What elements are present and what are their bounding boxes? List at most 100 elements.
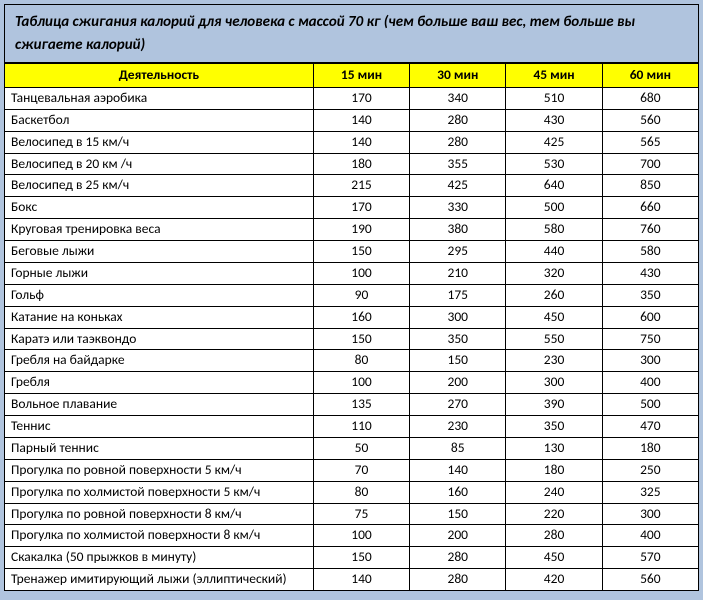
value-cell: 400: [602, 372, 698, 394]
activity-cell: Велосипед в 15 км/ч: [5, 131, 314, 153]
activity-cell: Прогулка по холмистой поверхности 5 км/ч: [5, 481, 314, 503]
value-cell: 220: [506, 503, 602, 525]
activity-cell: Гольф: [5, 284, 314, 306]
activity-cell: Прогулка по холмистой поверхности 8 км/ч: [5, 525, 314, 547]
activity-cell: Парный теннис: [5, 437, 314, 459]
value-cell: 300: [410, 306, 506, 328]
activity-cell: Танцевальная аэробика: [5, 87, 314, 109]
col-15min: 15 мин: [313, 64, 409, 88]
activity-cell: Прогулка по ровной поверхности 8 км/ч: [5, 503, 314, 525]
value-cell: 340: [410, 87, 506, 109]
value-cell: 170: [313, 87, 409, 109]
value-cell: 640: [506, 175, 602, 197]
value-cell: 380: [410, 219, 506, 241]
table-row: Велосипед в 25 км/ч215425640850: [5, 175, 699, 197]
activity-cell: Круговая тренировка веса: [5, 219, 314, 241]
value-cell: 180: [313, 153, 409, 175]
value-cell: 700: [602, 153, 698, 175]
value-cell: 425: [410, 175, 506, 197]
value-cell: 680: [602, 87, 698, 109]
value-cell: 140: [313, 109, 409, 131]
activity-cell: Скакалка (50 прыжков в минуту): [5, 547, 314, 569]
table-row: Прогулка по холмистой поверхности 8 км/ч…: [5, 525, 699, 547]
col-45min: 45 мин: [506, 64, 602, 88]
value-cell: 150: [313, 547, 409, 569]
value-cell: 660: [602, 197, 698, 219]
value-cell: 85: [410, 437, 506, 459]
value-cell: 280: [410, 131, 506, 153]
value-cell: 170: [313, 197, 409, 219]
activity-cell: Горные лыжи: [5, 262, 314, 284]
table-row: Баскетбол140280430560: [5, 109, 699, 131]
value-cell: 100: [313, 372, 409, 394]
activity-cell: Катание на коньках: [5, 306, 314, 328]
value-cell: 270: [410, 394, 506, 416]
value-cell: 550: [506, 328, 602, 350]
value-cell: 230: [410, 416, 506, 438]
value-cell: 420: [506, 569, 602, 591]
table-row: Бокс170330500660: [5, 197, 699, 219]
value-cell: 150: [313, 241, 409, 263]
value-cell: 500: [506, 197, 602, 219]
value-cell: 180: [506, 459, 602, 481]
value-cell: 430: [506, 109, 602, 131]
value-cell: 140: [313, 569, 409, 591]
table-row: Круговая тренировка веса190380580760: [5, 219, 699, 241]
value-cell: 135: [313, 394, 409, 416]
activity-cell: Велосипед в 25 км/ч: [5, 175, 314, 197]
value-cell: 440: [506, 241, 602, 263]
value-cell: 90: [313, 284, 409, 306]
value-cell: 250: [602, 459, 698, 481]
activity-cell: Бокс: [5, 197, 314, 219]
table-row: Парный теннис5085130180: [5, 437, 699, 459]
value-cell: 50: [313, 437, 409, 459]
value-cell: 230: [506, 350, 602, 372]
value-cell: 450: [506, 306, 602, 328]
value-cell: 110: [313, 416, 409, 438]
value-cell: 140: [313, 131, 409, 153]
value-cell: 295: [410, 241, 506, 263]
value-cell: 180: [602, 437, 698, 459]
col-30min: 30 мин: [410, 64, 506, 88]
table-row: Велосипед в 15 км/ч140280425565: [5, 131, 699, 153]
value-cell: 580: [506, 219, 602, 241]
value-cell: 850: [602, 175, 698, 197]
calorie-table-wrapper: Таблица сжигания калорий для человека с …: [4, 4, 699, 591]
value-cell: 325: [602, 481, 698, 503]
table-row: Вольное плавание135270390500: [5, 394, 699, 416]
value-cell: 320: [506, 262, 602, 284]
value-cell: 200: [410, 372, 506, 394]
table-row: Скакалка (50 прыжков в минуту)1502804505…: [5, 547, 699, 569]
value-cell: 80: [313, 350, 409, 372]
table-body: Танцевальная аэробика170340510680Баскетб…: [5, 87, 699, 590]
value-cell: 530: [506, 153, 602, 175]
value-cell: 450: [506, 547, 602, 569]
value-cell: 160: [410, 481, 506, 503]
col-activity: Деятельность: [5, 64, 314, 88]
value-cell: 760: [602, 219, 698, 241]
table-title: Таблица сжигания калорий для человека с …: [4, 4, 699, 63]
value-cell: 80: [313, 481, 409, 503]
value-cell: 175: [410, 284, 506, 306]
calorie-table: Деятельность 15 мин 30 мин 45 мин 60 мин…: [4, 63, 699, 591]
table-row: Прогулка по холмистой поверхности 5 км/ч…: [5, 481, 699, 503]
activity-cell: Вольное плавание: [5, 394, 314, 416]
value-cell: 280: [410, 569, 506, 591]
activity-cell: Теннис: [5, 416, 314, 438]
value-cell: 190: [313, 219, 409, 241]
value-cell: 150: [410, 350, 506, 372]
table-row: Беговые лыжи150295440580: [5, 241, 699, 263]
value-cell: 300: [506, 372, 602, 394]
value-cell: 560: [602, 569, 698, 591]
table-row: Прогулка по ровной поверхности 5 км/ч701…: [5, 459, 699, 481]
value-cell: 215: [313, 175, 409, 197]
value-cell: 130: [506, 437, 602, 459]
table-row: Каратэ или таэквондо150350550750: [5, 328, 699, 350]
value-cell: 350: [410, 328, 506, 350]
table-row: Гольф90175260350: [5, 284, 699, 306]
value-cell: 160: [313, 306, 409, 328]
value-cell: 280: [506, 525, 602, 547]
value-cell: 150: [410, 503, 506, 525]
activity-cell: Баскетбол: [5, 109, 314, 131]
value-cell: 100: [313, 525, 409, 547]
